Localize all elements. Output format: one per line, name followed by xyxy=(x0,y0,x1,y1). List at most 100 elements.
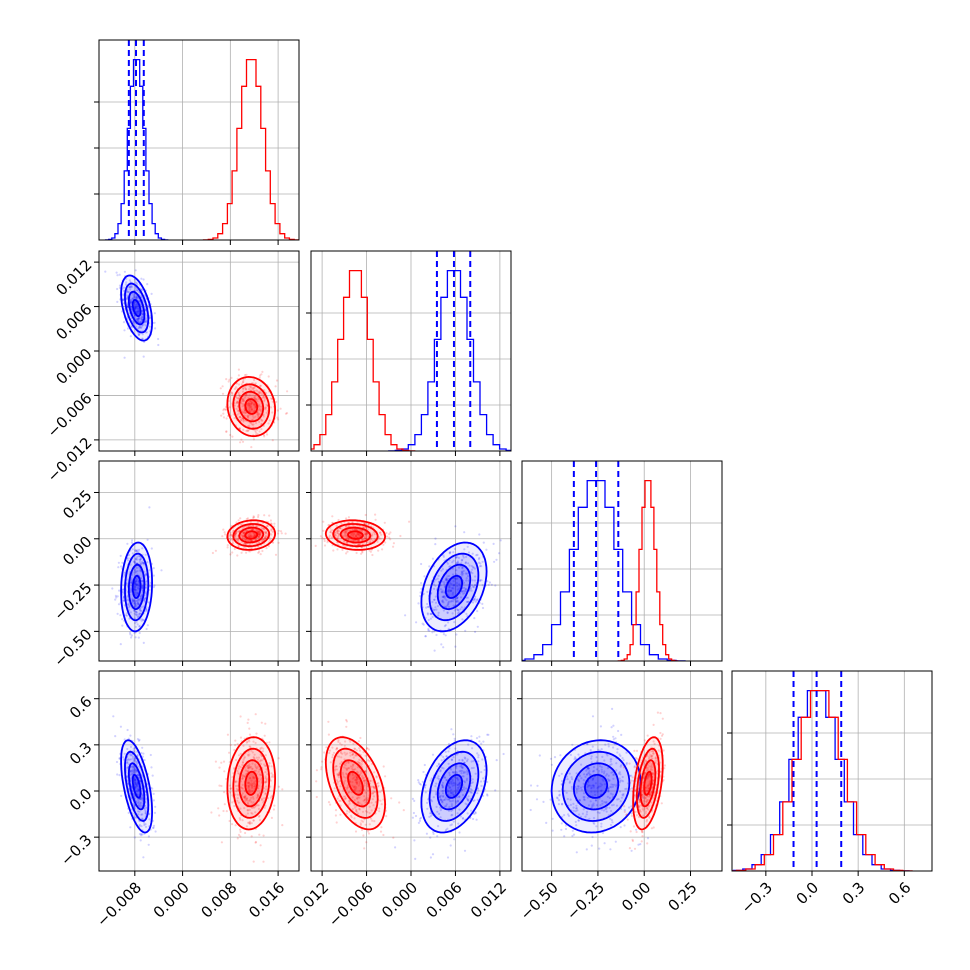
sample-point xyxy=(628,806,631,809)
sample-point xyxy=(449,565,452,568)
sample-point xyxy=(488,581,491,584)
sample-point xyxy=(609,760,612,763)
sample-point xyxy=(242,411,245,414)
sample-point xyxy=(257,415,260,418)
sample-point xyxy=(355,749,358,752)
sample-point xyxy=(457,562,460,565)
sample-point xyxy=(248,808,251,812)
sample-point xyxy=(327,733,330,736)
sample-point xyxy=(462,770,466,773)
sample-point xyxy=(603,783,607,786)
sample-point xyxy=(370,801,373,804)
sample-point xyxy=(241,760,245,764)
sample-point xyxy=(245,394,248,397)
sample-point xyxy=(425,832,428,835)
sample-point xyxy=(476,625,479,628)
sample-point xyxy=(229,433,232,437)
sample-point xyxy=(364,537,367,540)
sample-point xyxy=(358,529,361,532)
sample-point xyxy=(114,735,117,738)
sample-point xyxy=(237,833,241,837)
sample-point xyxy=(448,771,451,775)
sample-point xyxy=(347,525,350,528)
sample-point xyxy=(118,273,121,276)
sample-point xyxy=(450,809,453,813)
sample-point xyxy=(620,796,624,799)
sample-point xyxy=(343,751,346,754)
sample-point xyxy=(134,585,137,588)
sample-point xyxy=(141,312,144,315)
sample-point xyxy=(588,770,591,773)
sample-point xyxy=(467,600,470,603)
sample-point xyxy=(229,791,232,794)
sample-point xyxy=(448,574,451,578)
sample-point xyxy=(125,281,128,284)
sample-point xyxy=(447,605,451,608)
sample-point xyxy=(244,530,247,533)
sample-point xyxy=(354,787,358,790)
sample-point xyxy=(469,570,473,573)
sample-point xyxy=(225,810,228,813)
sample-point xyxy=(340,756,343,759)
sample-point xyxy=(237,772,240,775)
sample-point xyxy=(439,809,442,812)
sample-point xyxy=(641,789,644,793)
sample-point xyxy=(227,380,230,383)
sample-point xyxy=(243,532,246,535)
sample-point xyxy=(370,537,373,540)
sample-point xyxy=(144,320,148,323)
sample-point xyxy=(135,296,138,299)
sample-point xyxy=(137,603,140,606)
sample-point xyxy=(348,525,351,528)
sample-point xyxy=(153,811,157,815)
sample-point xyxy=(363,781,366,785)
sample-point xyxy=(259,844,262,847)
sample-point xyxy=(640,840,643,843)
sample-point xyxy=(486,780,489,784)
sample-point xyxy=(423,763,426,767)
sample-point xyxy=(364,779,367,782)
sample-point xyxy=(129,734,132,737)
sample-point xyxy=(421,780,424,783)
sample-point xyxy=(344,797,347,801)
sample-point xyxy=(426,605,430,609)
sample-point xyxy=(264,785,268,788)
sample-point xyxy=(335,534,338,537)
sample-point xyxy=(231,541,234,545)
sample-point xyxy=(643,799,646,803)
sample-point xyxy=(485,548,488,551)
sample-point xyxy=(350,534,353,537)
sample-point xyxy=(247,821,250,824)
sample-point xyxy=(454,645,457,648)
sample-point xyxy=(426,613,429,616)
sample-point xyxy=(132,560,136,563)
sample-point xyxy=(446,790,449,793)
sample-point xyxy=(349,814,353,817)
sample-point xyxy=(459,815,463,818)
sample-point xyxy=(346,541,349,545)
sample-point xyxy=(447,627,450,630)
sample-point xyxy=(118,284,122,287)
sample-point xyxy=(123,329,126,332)
contour-line xyxy=(238,759,265,808)
sample-point xyxy=(630,812,633,815)
sample-point xyxy=(135,550,138,553)
sample-point xyxy=(217,807,220,810)
sample-point xyxy=(264,408,267,411)
sample-point xyxy=(462,775,465,778)
sample-point xyxy=(129,769,132,772)
sample-point xyxy=(137,309,140,313)
sample-point xyxy=(133,783,136,786)
sample-point xyxy=(630,849,633,852)
density-fill xyxy=(445,774,463,798)
sample-point xyxy=(602,809,606,812)
sample-point xyxy=(254,406,257,409)
sample-point xyxy=(247,766,250,769)
sample-point xyxy=(464,588,468,591)
sample-point xyxy=(428,815,431,819)
sample-point xyxy=(656,711,660,714)
sample-point xyxy=(457,566,461,569)
sample-point xyxy=(588,784,591,787)
sample-point xyxy=(355,808,358,811)
sample-point xyxy=(233,804,236,808)
